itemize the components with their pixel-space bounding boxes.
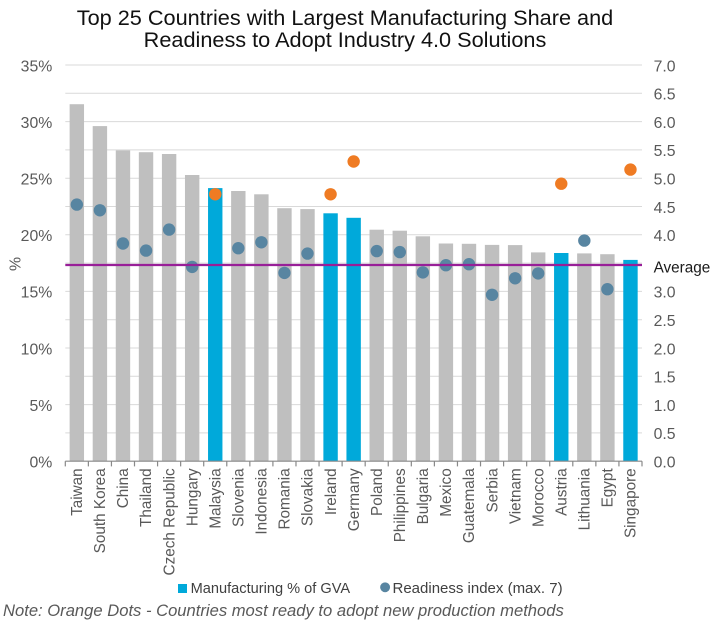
svg-text:Guatemala: Guatemala [461,468,478,543]
svg-text:7.0: 7.0 [654,58,676,75]
svg-text:1.5: 1.5 [654,370,676,387]
svg-text:4.0: 4.0 [654,228,676,245]
svg-text:Slovakia: Slovakia [300,468,317,526]
svg-text:Taiwan: Taiwan [69,468,86,516]
svg-text:6.5: 6.5 [654,87,676,104]
svg-text:Germany: Germany [346,468,363,531]
svg-text:5.0: 5.0 [654,172,676,189]
svg-text:Thailand: Thailand [138,468,155,527]
svg-text:Malaysia: Malaysia [207,468,224,529]
svg-text:4.5: 4.5 [654,200,676,217]
svg-text:Serbia: Serbia [484,468,501,513]
svg-text:Slovenia: Slovenia [231,468,248,527]
svg-text:Poland: Poland [369,468,386,516]
svg-text:Austria: Austria [553,468,570,516]
svg-text:Mexico: Mexico [438,468,455,516]
svg-text:1.0: 1.0 [654,398,676,415]
svg-text:%: % [7,257,24,271]
svg-text:Bulgaria: Bulgaria [415,468,432,525]
svg-text:Indonesia: Indonesia [254,468,271,535]
svg-text:China: China [115,468,132,508]
svg-text:2.0: 2.0 [654,341,676,358]
svg-text:Lithuania: Lithuania [577,468,594,531]
svg-text:35%: 35% [21,58,53,75]
svg-text:10%: 10% [21,341,53,358]
svg-text:0%: 0% [29,455,52,472]
svg-text:5.5: 5.5 [654,143,676,160]
svg-text:0.0: 0.0 [654,455,676,472]
svg-text:Romania: Romania [277,468,294,530]
svg-text:Morocco: Morocco [530,468,547,527]
svg-text:Philippines: Philippines [392,468,409,542]
svg-text:Readiness index (max. 7): Readiness index (max. 7) [393,580,563,597]
svg-text:0.5: 0.5 [654,426,676,443]
svg-text:25%: 25% [21,172,53,189]
svg-text:Hungary: Hungary [184,468,201,526]
svg-text:2.5: 2.5 [654,313,676,330]
svg-text:15%: 15% [21,285,53,302]
svg-text:Czech Republic: Czech Republic [161,468,178,575]
svg-text:Vietnam: Vietnam [507,468,524,524]
svg-text:Egypt: Egypt [600,468,617,508]
svg-text:Average: Average [654,259,711,276]
svg-text:20%: 20% [21,228,53,245]
svg-text:Singapore: Singapore [623,468,640,538]
svg-text:Manufacturing % of GVA: Manufacturing % of GVA [191,581,351,597]
svg-text:5%: 5% [29,398,52,415]
svg-text:30%: 30% [21,115,53,132]
svg-text:Ireland: Ireland [323,468,340,515]
svg-text:South Korea: South Korea [92,468,109,554]
svg-text:6.0: 6.0 [654,115,676,132]
svg-text:3.0: 3.0 [654,285,676,302]
